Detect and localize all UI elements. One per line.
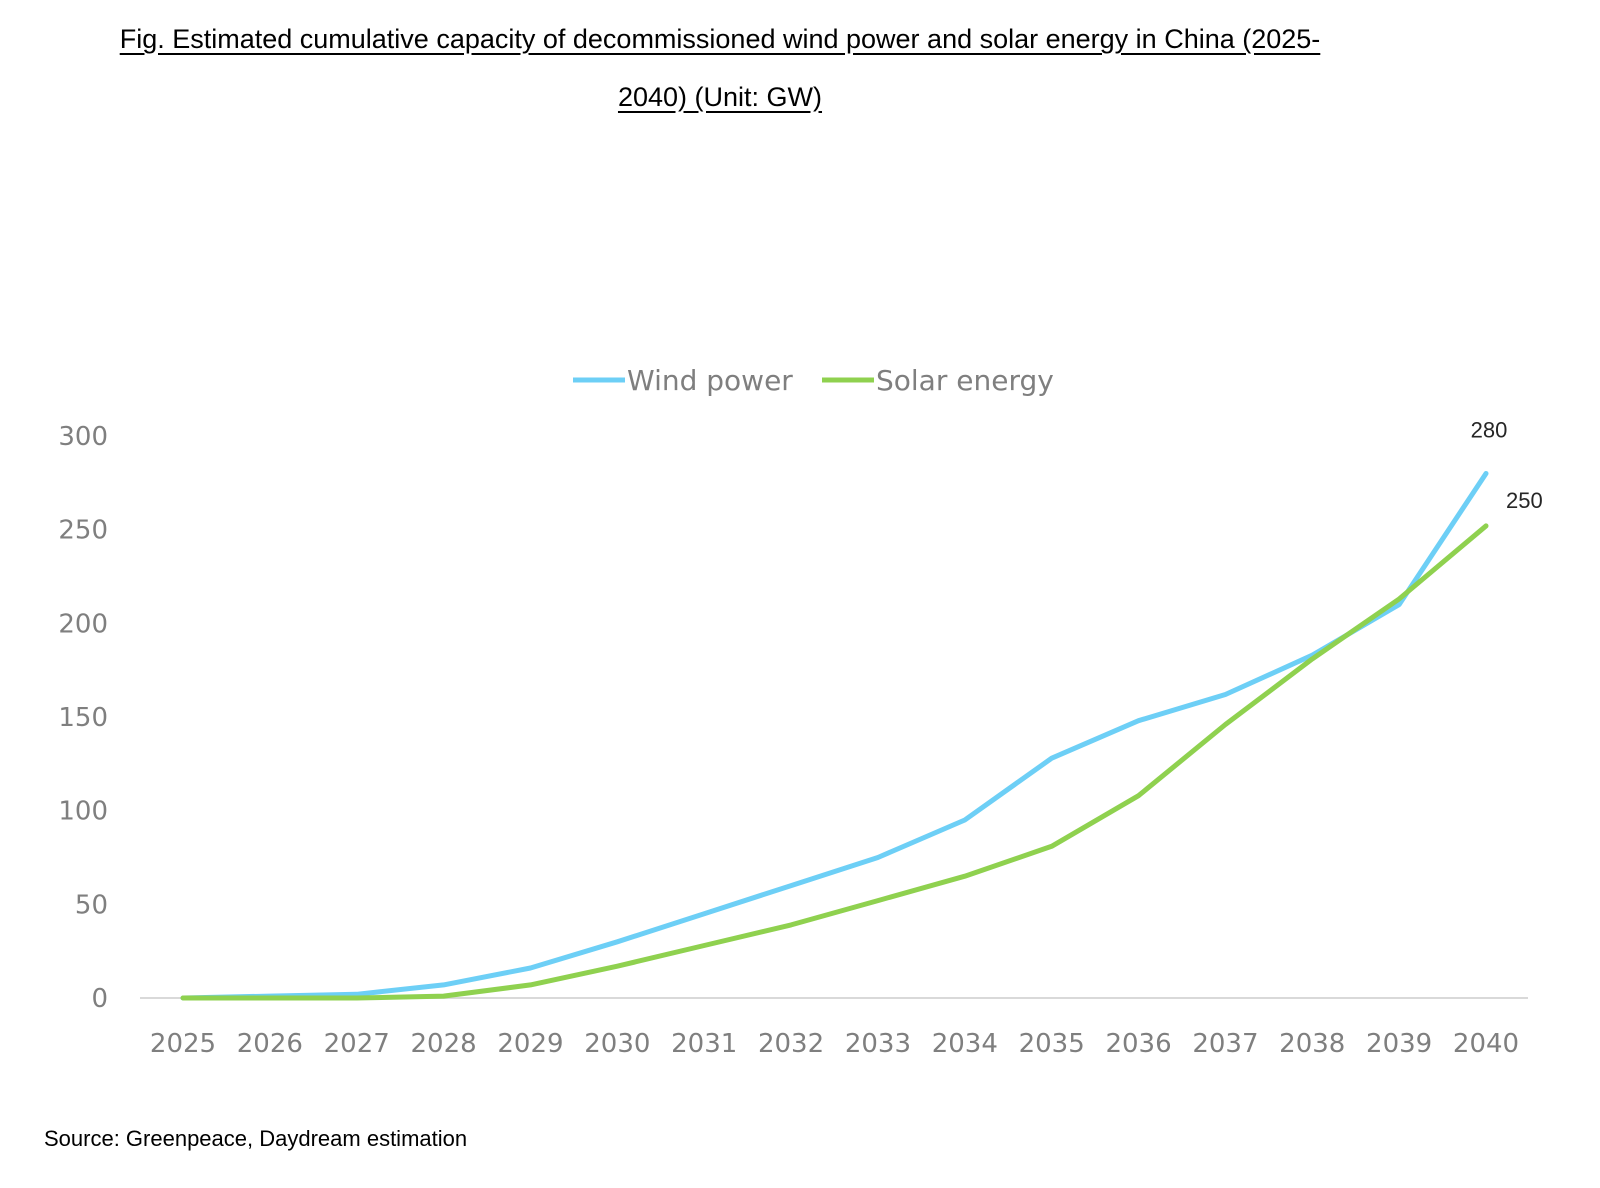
x-axis-ticks: 2025 2026 2027 2028 2029 2030 2031 2032 2033 2034… bbox=[150, 1029, 1519, 1059]
y-tick-label: 300 bbox=[58, 422, 108, 452]
y-tick-label: 50 bbox=[75, 890, 108, 920]
y-axis-ticks: 0 50 100 150 200 250 300 bbox=[58, 422, 108, 1014]
x-tick-label: 2040 bbox=[1453, 1029, 1519, 1059]
x-tick-label: 2032 bbox=[758, 1029, 824, 1059]
x-tick-label: 2031 bbox=[671, 1029, 737, 1059]
y-tick-label: 0 bbox=[91, 984, 108, 1014]
x-tick-label: 2037 bbox=[1192, 1029, 1258, 1059]
x-tick-label: 2039 bbox=[1366, 1029, 1432, 1059]
x-tick-label: 2038 bbox=[1279, 1029, 1345, 1059]
series-line-solar-energy bbox=[180, 523, 1489, 1001]
x-tick-label: 2025 bbox=[150, 1029, 216, 1059]
series-line-wind-power bbox=[180, 471, 1489, 1001]
data-label-wind-2040: 280 bbox=[1471, 417, 1508, 442]
x-tick-label: 2035 bbox=[1019, 1029, 1085, 1059]
x-tick-label: 2033 bbox=[845, 1029, 911, 1059]
y-tick-label: 200 bbox=[58, 609, 108, 639]
x-tick-label: 2036 bbox=[1105, 1029, 1171, 1059]
x-tick-label: 2029 bbox=[497, 1029, 563, 1059]
x-tick-label: 2030 bbox=[584, 1029, 650, 1059]
y-tick-label: 150 bbox=[58, 703, 108, 733]
x-tick-label: 2028 bbox=[411, 1029, 477, 1059]
x-tick-label: 2026 bbox=[237, 1029, 303, 1059]
data-label-solar-2040: 250 bbox=[1506, 488, 1543, 513]
x-tick-label: 2034 bbox=[932, 1029, 998, 1059]
data-labels: 280 250 bbox=[1471, 417, 1543, 512]
x-tick-label: 2027 bbox=[324, 1029, 390, 1059]
legend: Wind power Solar energy bbox=[573, 364, 1054, 397]
legend-label-wind-power: Wind power bbox=[627, 364, 793, 397]
chart-title-line-2: 2040) (Unit: GW) bbox=[617, 82, 823, 112]
series-lines bbox=[180, 471, 1489, 1001]
y-tick-label: 250 bbox=[58, 516, 108, 546]
legend-label-solar-energy: Solar energy bbox=[876, 364, 1054, 397]
chart-title-line-1: Fig. Estimated cumulative capacity of de… bbox=[119, 24, 1321, 54]
y-tick-label: 100 bbox=[58, 797, 108, 827]
source-note: Source: Greenpeace, Daydream estimation bbox=[44, 1126, 468, 1151]
